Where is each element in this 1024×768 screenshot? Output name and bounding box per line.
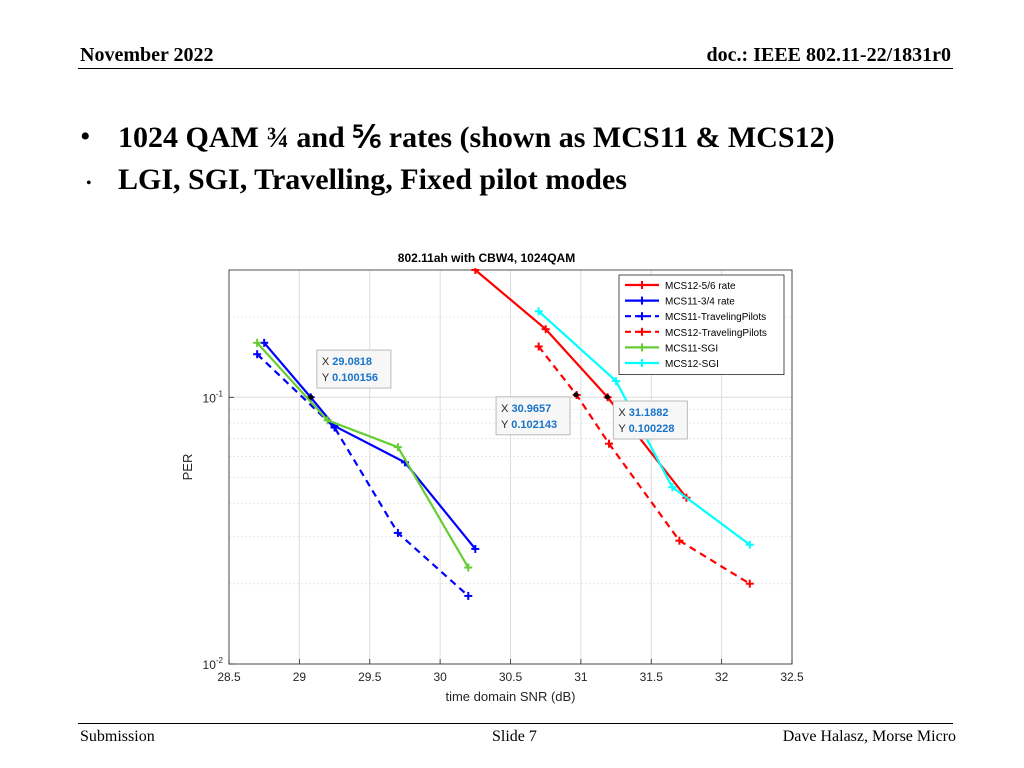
series-line bbox=[256, 342, 470, 569]
legend-label: MCS12-5/6 rate bbox=[665, 281, 736, 292]
datatip-x-row: X 29.0818 bbox=[322, 356, 372, 368]
legend-entry: MCS12-TravelingPilots bbox=[625, 328, 767, 339]
datatip-y-row: Y 0.102143 bbox=[501, 419, 557, 431]
datatip-box bbox=[612, 400, 688, 440]
header-divider bbox=[78, 68, 953, 69]
x-tick-label: 29 bbox=[293, 670, 307, 684]
x-tick-label: 29.5 bbox=[358, 670, 382, 684]
legend-entry: MCS11-3/4 rate bbox=[625, 296, 735, 308]
legend-entry: MCS11-SGI bbox=[625, 343, 718, 354]
series-line bbox=[256, 353, 470, 597]
bullet-text: LGI, SGI, Travelling, Fixed pilot modes bbox=[118, 163, 627, 196]
footer-submission: Submission bbox=[80, 728, 155, 745]
datatip: X 29.0818 Y 0.100156 bbox=[308, 349, 392, 400]
legend-label: MCS12-SGI bbox=[665, 359, 719, 370]
legend-entry: MCS11-TravelingPilots bbox=[625, 312, 766, 323]
legend-entry: MCS12-5/6 rate bbox=[625, 281, 736, 292]
chart-title: 802.11ah with CBW4, 1024QAM bbox=[398, 251, 575, 265]
footer-slide-number: Slide 7 bbox=[492, 728, 537, 745]
y-axis-label: PER bbox=[180, 454, 195, 481]
header-date: November 2022 bbox=[80, 44, 214, 66]
datatip-box bbox=[316, 349, 392, 389]
y-tick-label: 10-2 bbox=[203, 656, 224, 672]
legend-label: MCS11-SGI bbox=[665, 343, 718, 354]
series-mcs12-travelingpilots bbox=[534, 342, 754, 588]
datatip-x-row: X 31.1882 bbox=[618, 407, 668, 419]
bullet-dot-icon: • bbox=[86, 175, 92, 192]
footer-author: Dave Halasz, Morse Micro bbox=[782, 728, 956, 745]
legend-label: MCS11-3/4 rate bbox=[665, 297, 735, 308]
datatip-point bbox=[308, 394, 314, 400]
header-doc-id: doc.: IEEE 802.11-22/1831r0 bbox=[706, 44, 951, 66]
datatip: X 30.9657 Y 0.102143 bbox=[495, 392, 579, 436]
legend-label: MCS11-TravelingPilots bbox=[665, 312, 766, 323]
datatip-box bbox=[495, 396, 571, 436]
x-tick-label: 31 bbox=[574, 670, 588, 684]
x-tick-label: 30.5 bbox=[499, 670, 523, 684]
series-mcs11-sgi bbox=[253, 338, 473, 572]
datatip-point bbox=[573, 392, 579, 398]
x-tick-label: 30 bbox=[433, 670, 447, 684]
bullet-dot-icon: • bbox=[80, 120, 91, 153]
bullet-text: 1024 QAM ¾ and ⅚ rates (shown as MCS11 &… bbox=[118, 121, 835, 154]
x-tick-label: 28.5 bbox=[217, 670, 241, 684]
datatip-y-row: Y 0.100156 bbox=[322, 372, 378, 384]
series-line bbox=[474, 269, 688, 499]
x-tick-label: 31.5 bbox=[640, 670, 664, 684]
per-chart: 28.5 29 29.5 30 30.5 31 31.5 32 32.5 10-1 10-2 802.… bbox=[180, 251, 804, 704]
y-tick-label: 10-1 bbox=[203, 389, 224, 405]
datatip: X 31.1882 Y 0.100228 bbox=[604, 394, 688, 440]
datatip-x-row: X 30.9657 bbox=[501, 403, 551, 415]
legend-label: MCS12-TravelingPilots bbox=[665, 328, 767, 339]
datatip-y-row: Y 0.100228 bbox=[618, 423, 674, 435]
datatip-point bbox=[604, 394, 610, 400]
x-tick-label: 32 bbox=[715, 670, 729, 684]
x-axis-label: time domain SNR (dB) bbox=[445, 689, 575, 704]
series-mcs11-travelingpilots bbox=[253, 350, 473, 600]
x-tick-label: 32.5 bbox=[780, 670, 804, 684]
legend-box bbox=[618, 274, 785, 375]
legend-entry: MCS12-SGI bbox=[625, 359, 719, 370]
footer-divider bbox=[78, 723, 953, 724]
